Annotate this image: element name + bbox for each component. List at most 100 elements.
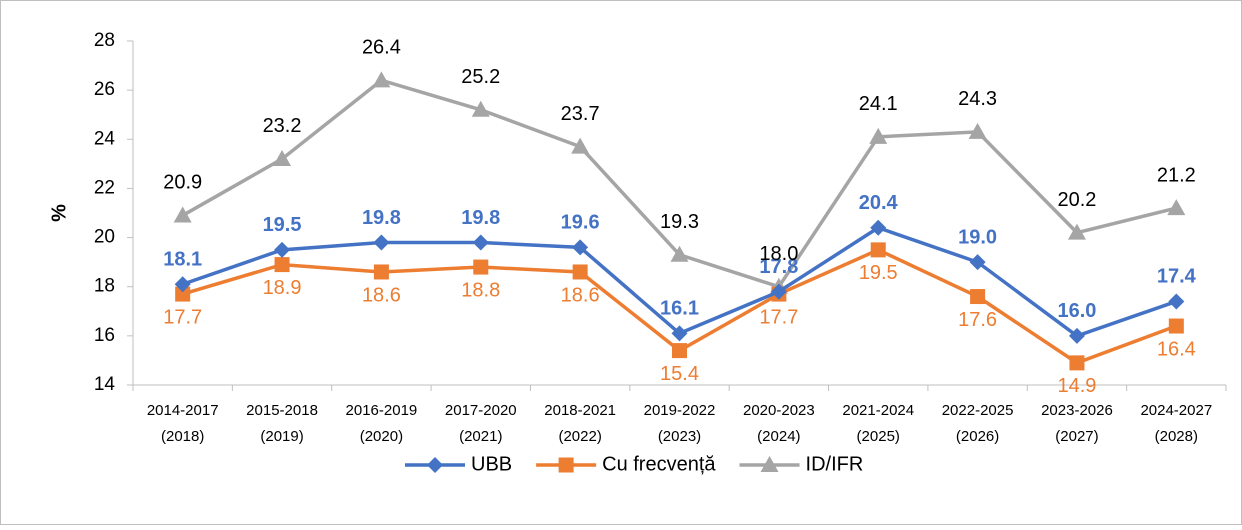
data-point	[670, 245, 689, 262]
legend-label: Cu frecvență	[602, 453, 716, 475]
x-tick-label: 2023-2026	[1041, 402, 1113, 419]
data-point	[274, 257, 290, 273]
data-point	[970, 289, 986, 305]
x-tick-label: (2019)	[260, 428, 303, 445]
data-label: 18.0	[759, 243, 798, 265]
data-point	[671, 325, 688, 342]
data-label: 19.5	[263, 214, 302, 236]
data-label: 19.0	[958, 226, 997, 248]
data-label: 23.2	[263, 115, 302, 137]
x-tick-label: 2022-2025	[942, 402, 1014, 419]
data-point	[571, 137, 590, 154]
x-tick-label: 2024-2027	[1140, 402, 1212, 419]
y-tick-label: 28	[94, 30, 115, 51]
data-point	[1168, 318, 1184, 334]
y-axis-label: %	[48, 204, 70, 222]
data-point	[372, 71, 391, 88]
data-label: 20.9	[163, 172, 202, 194]
data-label: 18.6	[561, 284, 600, 306]
data-point	[870, 242, 886, 258]
data-label: 18.6	[362, 284, 401, 306]
legend-label: UBB	[471, 453, 512, 475]
data-label: 15.4	[660, 363, 699, 385]
data-point	[969, 254, 986, 271]
data-label: 19.8	[362, 207, 401, 229]
data-label: 23.7	[561, 103, 600, 125]
data-label: 20.2	[1057, 189, 1096, 211]
data-point	[175, 286, 191, 302]
data-label: 20.4	[859, 192, 899, 214]
data-label: 19.6	[561, 212, 600, 234]
x-tick-label: 2019-2022	[644, 402, 716, 419]
data-label: 14.9	[1057, 375, 1096, 397]
data-label: 18.9	[263, 277, 302, 299]
x-tick-label: 2015-2018	[246, 402, 318, 419]
x-tick-label: 2021-2024	[842, 402, 914, 419]
data-point	[173, 206, 192, 223]
data-point	[174, 276, 191, 293]
data-point	[473, 259, 489, 275]
y-tick-label: 18	[94, 276, 115, 297]
x-tick-label: (2018)	[161, 428, 204, 445]
x-tick-label: 2016-2019	[346, 402, 418, 419]
y-tick-label: 22	[94, 177, 115, 198]
legend: UBB Cu frecvență ID/IFR	[405, 453, 863, 475]
x-tick-label: 2017-2020	[445, 402, 517, 419]
data-label: 18.1	[163, 249, 202, 271]
y-tick-label: 24	[94, 128, 116, 149]
x-tick-label: (2027)	[1055, 428, 1098, 445]
x-tick-label: 2018-2021	[544, 402, 616, 419]
data-label: 25.2	[461, 66, 500, 88]
data-label: 17.8	[759, 256, 798, 278]
data-point	[1167, 199, 1186, 216]
x-tick-label: (2025)	[857, 428, 900, 445]
data-point	[1067, 223, 1086, 240]
data-label: 19.8	[461, 207, 500, 229]
data-point	[770, 283, 787, 300]
data-label: 18.8	[461, 279, 500, 301]
y-tick-label: 14	[94, 374, 116, 395]
data-label: 17.7	[759, 306, 798, 328]
data-label: 17.7	[163, 306, 202, 328]
data-point	[869, 127, 888, 144]
legend-label: ID/IFR	[806, 453, 864, 475]
x-tick-label: (2026)	[956, 428, 999, 445]
data-label: 16.4	[1157, 338, 1196, 360]
data-label: 21.2	[1157, 164, 1196, 186]
x-tick-label: 2020-2023	[743, 402, 815, 419]
data-label: 19.3	[660, 211, 699, 233]
data-label: 26.4	[362, 37, 401, 59]
data-label: 16.1	[660, 298, 699, 320]
x-tick-label: 2014-2017	[147, 402, 219, 419]
legend-marker	[558, 457, 574, 473]
data-point	[373, 234, 390, 251]
data-label: 19.5	[859, 262, 898, 284]
data-point	[572, 239, 589, 256]
y-tick-label: 20	[94, 227, 115, 248]
y-tick-label: 16	[94, 325, 115, 346]
data-label: 24.3	[958, 88, 997, 110]
data-label: 16.0	[1057, 300, 1096, 322]
data-point	[472, 234, 489, 251]
legend-marker	[427, 457, 443, 473]
data-point	[373, 264, 389, 280]
x-tick-label: (2024)	[757, 428, 800, 445]
x-tick-label: (2020)	[360, 428, 403, 445]
data-point	[1168, 293, 1185, 310]
data-point	[471, 100, 490, 117]
data-label: 24.1	[859, 93, 898, 115]
data-point	[1069, 355, 1085, 371]
data-label: 17.4	[1157, 266, 1197, 288]
x-tick-label: (2023)	[658, 428, 701, 445]
data-point	[572, 264, 588, 280]
data-point	[968, 122, 987, 139]
data-point	[273, 149, 292, 166]
legend-marker	[760, 456, 779, 472]
data-point	[870, 219, 887, 236]
data-label: 17.6	[958, 309, 997, 331]
x-tick-label: (2021)	[459, 428, 502, 445]
data-point	[1068, 327, 1085, 344]
x-tick-label: (2028)	[1155, 428, 1198, 445]
